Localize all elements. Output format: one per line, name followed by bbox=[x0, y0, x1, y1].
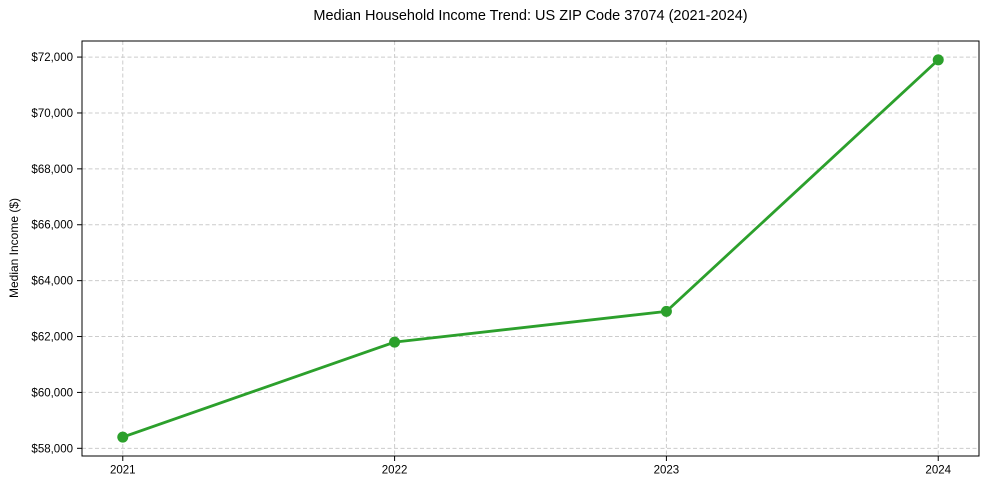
data-point-2023 bbox=[660, 305, 672, 317]
data-point-2024 bbox=[932, 54, 944, 66]
y-tick-label: $68,000 bbox=[31, 164, 73, 176]
y-tick-label: $58,000 bbox=[31, 443, 73, 455]
x-tick-label: 2024 bbox=[925, 465, 951, 477]
y-tick-label: $66,000 bbox=[31, 220, 73, 232]
y-tick-label: $62,000 bbox=[31, 332, 73, 344]
x-tick-label: 2022 bbox=[382, 465, 408, 477]
y-tick-label: $72,000 bbox=[31, 52, 73, 64]
chart-title: Median Household Income Trend: US ZIP Co… bbox=[313, 8, 748, 24]
y-tick-label: $64,000 bbox=[31, 276, 73, 288]
y-tick-label: $60,000 bbox=[31, 387, 73, 399]
data-point-2022 bbox=[389, 336, 401, 348]
trend-line bbox=[121, 58, 940, 439]
plot-border bbox=[81, 40, 980, 457]
x-tick-label: 2023 bbox=[654, 465, 680, 477]
y-tick-label: $70,000 bbox=[31, 108, 73, 120]
data-point-2021 bbox=[117, 431, 129, 443]
x-tick-label: 2021 bbox=[110, 465, 136, 477]
